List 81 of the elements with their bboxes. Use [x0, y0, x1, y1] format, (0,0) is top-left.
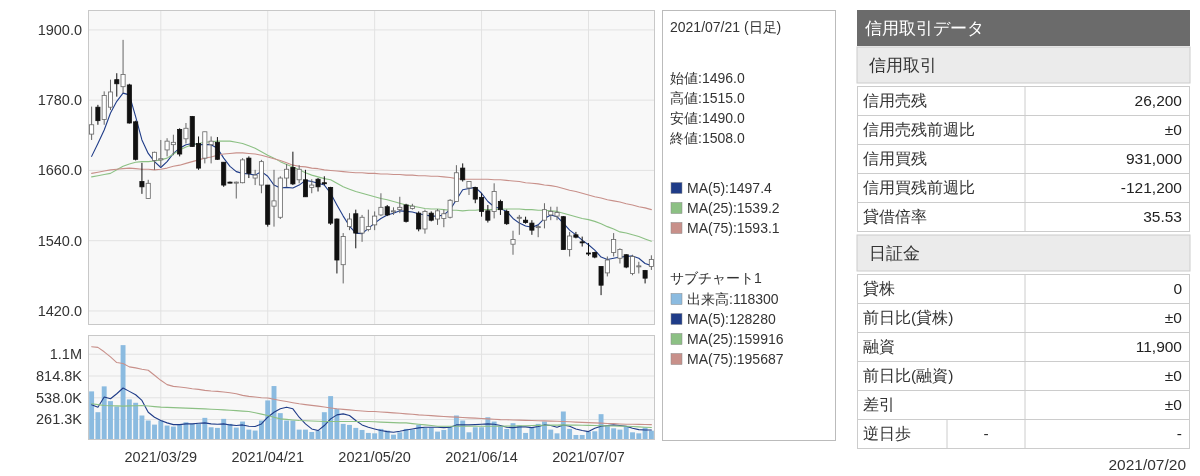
text: 日証金: [869, 244, 920, 263]
candlestick: [120, 39, 126, 94]
candlestick: [145, 179, 151, 200]
text: -: [983, 425, 989, 442]
category-label: 差引: [863, 396, 895, 413]
text: 始値:1496.0: [670, 70, 745, 86]
text: 安値:1490.0: [670, 110, 745, 126]
legend-label: MA(25):1539.2: [687, 200, 780, 216]
category-label: 信用買残: [863, 150, 927, 167]
x-tick-label: 2021/04/21: [231, 449, 305, 465]
category-label: 貸借倍率: [863, 208, 927, 225]
category-label: 信用売残: [863, 92, 927, 109]
legend-label: MA(25):159916: [687, 331, 784, 347]
candlestick: [114, 72, 120, 98]
category-label: 前日比(融資): [863, 367, 954, 384]
legend-label: MA(75):1593.1: [687, 220, 780, 236]
text: ±0: [1164, 367, 1182, 384]
y-tick-label: 538.0K: [36, 389, 83, 406]
candlestick: [598, 265, 604, 296]
candlestick: [516, 214, 522, 236]
text: 2021/07/21 (日足): [670, 19, 782, 35]
legend-label: 出来高:118300: [687, 291, 779, 307]
text: 931,000: [1125, 150, 1182, 167]
y-tick-label: 1540.0: [37, 232, 82, 249]
candlestick: [604, 256, 610, 277]
text: 0: [1173, 280, 1182, 297]
text: 終値:1508.0: [669, 130, 745, 146]
text: 35.53: [1143, 208, 1182, 225]
candlestick: [466, 181, 472, 196]
y-tick-label: 1420.0: [37, 302, 82, 319]
candlestick: [214, 136, 220, 161]
candlestick: [460, 162, 466, 183]
category-label: 前日比(貸株): [863, 309, 954, 326]
y-tick-label: 814.8K: [36, 368, 83, 385]
candlestick: [353, 209, 359, 249]
text: 2021/07/20: [1108, 456, 1187, 473]
candlestick: [422, 209, 428, 235]
legend-title: サブチャート1: [670, 270, 762, 286]
y-tick-label: 261.3K: [36, 411, 83, 428]
category-label: 信用買残前週比: [863, 179, 975, 196]
candlestick: [139, 162, 145, 195]
x-tick-label: 2021/05/20: [338, 449, 411, 465]
y-tick-label: 1.1M: [49, 346, 82, 363]
candlestick: [296, 164, 302, 184]
line-series: [91, 403, 652, 428]
category-label: 貸株: [863, 280, 895, 297]
text: 26,200: [1134, 92, 1182, 109]
candlestick: [416, 210, 422, 232]
line-series: [91, 346, 652, 426]
candlestick: [290, 151, 296, 186]
candlestick: [491, 182, 497, 219]
text: ±0: [1164, 309, 1182, 326]
y-tick-label: 1900.0: [37, 21, 82, 38]
candlestick: [246, 155, 252, 179]
category-label: 融資: [863, 338, 895, 355]
candlestick: [567, 231, 573, 257]
text: -121,200: [1120, 179, 1182, 196]
line-series: [91, 387, 652, 433]
text: ±0: [1164, 121, 1182, 138]
candlestick: [95, 104, 101, 126]
text: -: [1176, 425, 1182, 442]
candlestick: [183, 122, 189, 144]
x-tick-label: 2021/03/29: [124, 449, 198, 465]
legend-label: MA(5):128280: [687, 311, 776, 327]
candlestick: [302, 169, 308, 198]
text: ±0: [1164, 396, 1182, 413]
category-label: 信用売残前週比: [863, 121, 975, 138]
legend-label: MA(5):1497.4: [687, 180, 773, 196]
legend-label: MA(75):195687: [687, 351, 784, 367]
y-tick-label: 1780.0: [37, 92, 82, 109]
category-label: 逆日歩: [863, 425, 911, 442]
text: 信用取引: [869, 56, 937, 75]
text: 高値:1515.0: [670, 90, 745, 106]
text: 11,900: [1135, 338, 1182, 355]
y-tick-label: 1660.0: [37, 162, 82, 179]
candlestick: [510, 230, 516, 256]
text: 信用取引データ: [865, 19, 984, 38]
line-series: [91, 140, 652, 242]
line-series: [91, 92, 652, 267]
x-tick-label: 2021/06/14: [445, 449, 518, 465]
x-tick-label: 2021/07/07: [552, 449, 625, 465]
